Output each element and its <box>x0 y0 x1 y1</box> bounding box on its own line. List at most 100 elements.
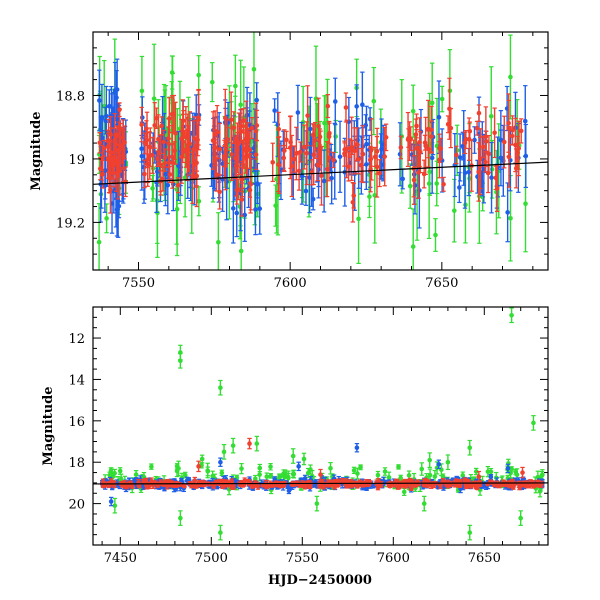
x-tick-label: 7500 <box>195 551 228 566</box>
bottom-series-2-point <box>331 479 337 484</box>
top-series-2-point <box>492 107 497 159</box>
top-series-2-point <box>247 182 253 198</box>
bottom-series-2-point <box>408 486 414 491</box>
bottom-series-2-point <box>347 480 352 485</box>
bottom-series-2-point <box>145 482 151 488</box>
top-series-2-point <box>152 102 157 149</box>
top-series-2-point <box>518 118 524 144</box>
top-series-2-point <box>416 146 421 199</box>
top-panel-ticks: 7550 7600 7650 18.8 19 19.2 <box>56 31 548 291</box>
top-series-2-point <box>383 123 389 152</box>
bottom-series-2-point <box>395 482 400 489</box>
top-series-2-point <box>294 126 299 181</box>
top-series-2-point <box>494 164 500 213</box>
x-tick-label: 7450 <box>104 551 137 566</box>
bottom-panel-data <box>93 307 548 541</box>
bottom-outlier-point <box>436 459 442 470</box>
y-tick-label: 12 <box>68 332 85 347</box>
top-series-1-point <box>498 110 504 170</box>
top-series-2-point <box>414 129 419 168</box>
bottom-outlier-point <box>314 495 320 512</box>
top-series-2-point <box>447 77 452 140</box>
top-series-2-point <box>217 122 223 176</box>
top-series-2-point <box>214 104 220 160</box>
bottom-series-2-point <box>530 479 536 487</box>
y-tick-label: 16 <box>68 415 85 430</box>
top-series-2-point <box>162 154 168 172</box>
top-series-2-point <box>486 134 492 173</box>
y-tick-label: 20 <box>68 498 85 513</box>
top-series-2-point <box>331 151 336 169</box>
top-series-2-point <box>113 132 119 192</box>
top-series-2-point <box>167 97 172 140</box>
top-series-2-point <box>513 117 518 173</box>
bottom-series-2-point <box>324 481 330 487</box>
x-tick-label: 7550 <box>122 276 155 291</box>
bottom-x-axis-title: HJD−2450000 <box>268 573 372 588</box>
bottom-series-1-point <box>286 487 292 495</box>
top-series-0-point <box>333 119 338 153</box>
bottom-outlier-point <box>467 439 473 456</box>
top-series-0-point <box>433 218 438 252</box>
top-series-2-point <box>116 121 122 178</box>
bottom-outlier-point <box>467 524 473 541</box>
bottom-series-0-point <box>108 467 114 475</box>
top-series-2-point <box>372 146 378 168</box>
top-series-1-point <box>303 175 309 206</box>
top-series-2-point <box>281 144 287 171</box>
bottom-outlier-point <box>509 307 514 324</box>
bottom-outlier-point <box>445 454 451 471</box>
top-series-2-point <box>142 132 148 155</box>
y-tick-label: 18 <box>68 456 85 471</box>
bottom-series-2-point <box>511 484 516 490</box>
top-series-0-point <box>434 97 440 195</box>
bottom-series-2-point <box>448 481 453 487</box>
bottom-outlier-point <box>112 497 118 514</box>
bottom-series-0-point <box>419 462 425 476</box>
top-series-1-point <box>400 168 405 190</box>
top-series-2-point <box>506 93 511 153</box>
bottom-series-2-point <box>468 484 474 489</box>
bottom-outlier-point <box>218 379 223 396</box>
bottom-outlier-point <box>218 524 223 541</box>
bottom-outlier-point <box>427 452 433 468</box>
top-series-2-point <box>172 141 178 161</box>
top-series-2-point <box>301 124 307 170</box>
bottom-series-0-point <box>301 452 307 466</box>
top-series-2-point <box>349 116 354 182</box>
bottom-series-2-point <box>189 482 194 489</box>
top-series-2-point <box>108 127 114 178</box>
top-series-2-point <box>467 121 473 142</box>
bottom-outlier-point <box>221 444 227 460</box>
bottom-outlier-point <box>218 457 223 467</box>
top-series-2-point <box>422 134 428 151</box>
top-series-2-point <box>106 118 111 173</box>
top-series-2-point <box>454 145 459 165</box>
top-panel-data <box>93 32 548 270</box>
bottom-series-2-point <box>298 481 303 487</box>
bottom-series-2-point <box>250 484 255 489</box>
top-series-1-point <box>257 182 263 235</box>
top-series-2-point <box>319 145 324 206</box>
bottom-outlier-point <box>318 468 323 481</box>
bottom-outlier-point <box>520 466 525 479</box>
top-series-2-point <box>501 115 507 169</box>
bottom-series-2-point <box>321 484 326 490</box>
top-series-2-point <box>97 131 103 154</box>
top-series-2-point <box>325 94 331 119</box>
top-series-2-point <box>196 88 201 151</box>
bottom-series-0-point <box>382 467 388 476</box>
top-series-1-point <box>310 187 316 211</box>
bottom-outlier-point <box>230 437 236 454</box>
bottom-outlier-point <box>505 463 511 474</box>
top-series-2-point <box>483 130 489 153</box>
top-series-2-point <box>98 157 103 181</box>
top-series-2-point <box>305 85 310 147</box>
top-series-2-point <box>352 127 357 175</box>
top-series-0-point <box>407 163 413 209</box>
bottom-series-0-point <box>375 470 381 480</box>
bottom-outlier-point <box>354 442 360 453</box>
top-series-2-point <box>229 127 234 181</box>
top-series-2-point <box>122 125 127 160</box>
top-series-1-point <box>332 77 338 126</box>
